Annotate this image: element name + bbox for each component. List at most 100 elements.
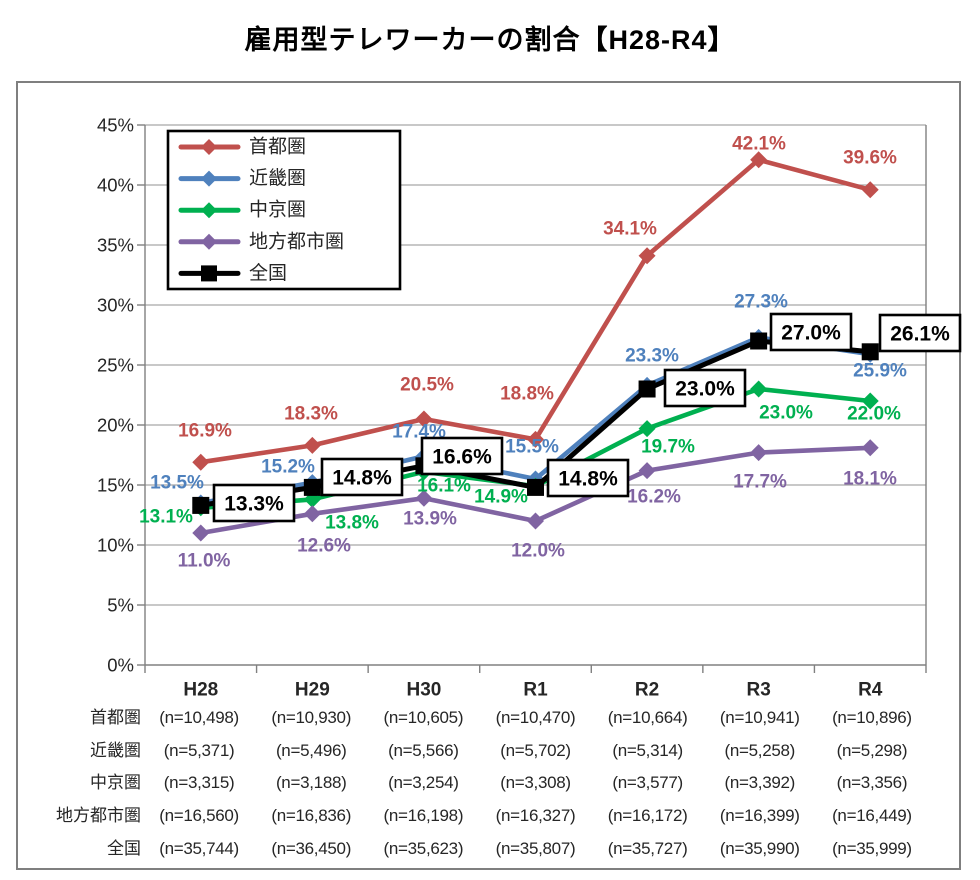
boxed-data-label [878,313,962,353]
legend-label: 全国 [249,262,287,284]
data-label: 16.1% [417,476,471,497]
sample-size-row: 近畿圏 (n=5,371) (n=5,496) (n=5,566) (n=5,702)(… [20,742,928,759]
sample-size-cell: (n=5,702) [500,740,571,760]
sample-size-cell: (n=10,498) [159,707,239,727]
sample-size-cell: (n=35,807) [495,839,576,859]
series-name-label: 中京圏 [90,773,141,793]
sample-size-cell: (n=3,356) [836,773,908,793]
chart-title: 雇用型テレワーカーの割合【H28-R4】 [244,25,736,55]
series-name-label: 地方都市圏 [56,806,141,826]
y-tick-label: 0% [107,655,134,676]
y-tick-label: 15% [97,475,134,496]
series-marker-square [192,496,210,514]
boxed-data-label-text: 14.8% [332,467,392,490]
series-marker-diamond [415,410,433,428]
sample-size-cells: (n=3,315) (n=3,188) (n=3,254) (n=3,308) (n=3… [143,774,928,791]
boxed-data-label [546,458,630,498]
sample-size-cell: (n=10,930) [271,707,352,727]
sample-size-cell: (n=3,188) [275,773,347,793]
x-category-label: R2 [635,680,659,701]
data-label: 14.9% [474,487,528,508]
series-marker-diamond [303,436,321,454]
sample-size-cell: (n=16,836) [271,806,352,826]
data-label: 22.0% [847,404,901,425]
x-category-label: R4 [858,680,883,701]
sample-size-row: 地方都市圏 (n=16,560) (n=16,836) (n=16,198) (n=16… [20,807,928,824]
data-label: 25.9% [853,361,907,382]
y-tick-label: 25% [97,355,134,376]
sample-size-cell: (n=5,371) [163,740,235,760]
sample-size-cells: (n=16,560) (n=16,836) (n=16,198) (n=16,327)… [143,807,928,824]
sample-size-cell: (n=35,744) [159,839,239,859]
data-label: 34.1% [603,219,657,240]
sample-size-cell: (n=5,496) [275,740,347,760]
data-label: 15.5% [505,437,559,458]
series-name-label: 首都圏 [90,707,141,727]
data-label: 19.7% [641,437,695,458]
data-label: 13.9% [403,509,457,530]
boxed-data-label [212,483,296,523]
sample-size-cell: (n=5,566) [388,740,459,760]
boxed-data-label [769,312,853,352]
legend-label: 地方都市圏 [249,230,344,252]
series-marker-square [527,478,544,496]
series-marker-square [861,343,879,361]
sample-size-cell: (n=10,941) [719,707,800,727]
boxed-data-label-text: 14.8% [558,468,618,491]
sample-size-cell: (n=35,990) [719,839,800,859]
legend-label: 首都圏 [249,136,306,158]
series-marker-diamond [638,462,656,480]
data-label: 18.3% [284,404,338,425]
data-label: 17.7% [733,472,787,493]
y-tick-label: 35% [97,235,134,256]
boxed-data-label [320,457,404,497]
sample-size-cell: (n=16,172) [607,806,688,826]
boxed-data-label [420,436,504,476]
sample-size-cell: (n=10,664) [607,707,688,727]
legend-marker-diamond [201,170,217,187]
sample-size-cell: (n=35,999) [832,839,912,859]
sample-size-cell: (n=10,896) [832,707,912,727]
sample-size-cell: (n=3,254) [388,773,459,793]
sample-size-cell: (n=16,560) [159,806,239,826]
data-label: 23.3% [625,346,679,367]
sample-size-table: 首都圏 (n=10,498) (n=10,930) (n=10,605) (n=10,4… [20,701,928,865]
sample-size-cell: (n=3,315) [163,773,235,793]
series-marker-diamond [638,247,656,265]
x-category-label: H28 [183,680,218,701]
sample-size-cells: (n=10,498) (n=10,930) (n=10,605) (n=10,470)… [143,709,928,726]
data-label: 11.0% [178,551,231,572]
data-label: 27.3% [734,292,788,313]
data-label: 18.8% [500,384,554,405]
boxed-data-label-text: 16.6% [432,446,492,469]
y-tick-label: 10% [97,535,134,556]
data-label: 13.5% [150,473,204,494]
boxed-data-label-text: 27.0% [781,322,841,345]
boxed-data-label [663,368,747,408]
sample-size-cell: (n=16,198) [383,806,464,826]
series-name-label: 全国 [107,839,141,859]
sample-size-cells: (n=35,744) (n=36,450) (n=35,623) (n=35,807)… [143,840,928,857]
series-marker-diamond [638,420,656,438]
legend-marker-diamond [201,139,217,155]
data-label: 12.6% [297,536,351,557]
x-category-label: R1 [523,680,548,701]
sample-size-cell: (n=16,399) [719,806,800,826]
series-marker-square [750,332,768,350]
data-label: 20.5% [400,375,454,396]
sample-size-cell: (n=16,449) [832,806,912,826]
sample-size-cell: (n=16,327) [495,806,576,826]
sample-size-cell: (n=3,392) [724,773,796,793]
series-marker-diamond [861,181,879,199]
legend-marker-square [201,265,217,282]
data-label: 16.9% [178,421,232,442]
data-label: 23.0% [759,403,813,424]
sample-size-cell: (n=5,314) [612,740,683,760]
sample-size-row: 中京圏 (n=3,315) (n=3,188) (n=3,254) (n=3,308)(… [20,774,928,791]
legend-marker-diamond [201,202,217,219]
data-label: 12.0% [511,541,565,562]
sample-size-cell: (n=5,258) [724,740,796,760]
boxed-data-label-text: 23.0% [675,378,735,401]
series-marker-diamond [415,489,433,507]
sample-size-cell: (n=36,450) [271,839,352,859]
